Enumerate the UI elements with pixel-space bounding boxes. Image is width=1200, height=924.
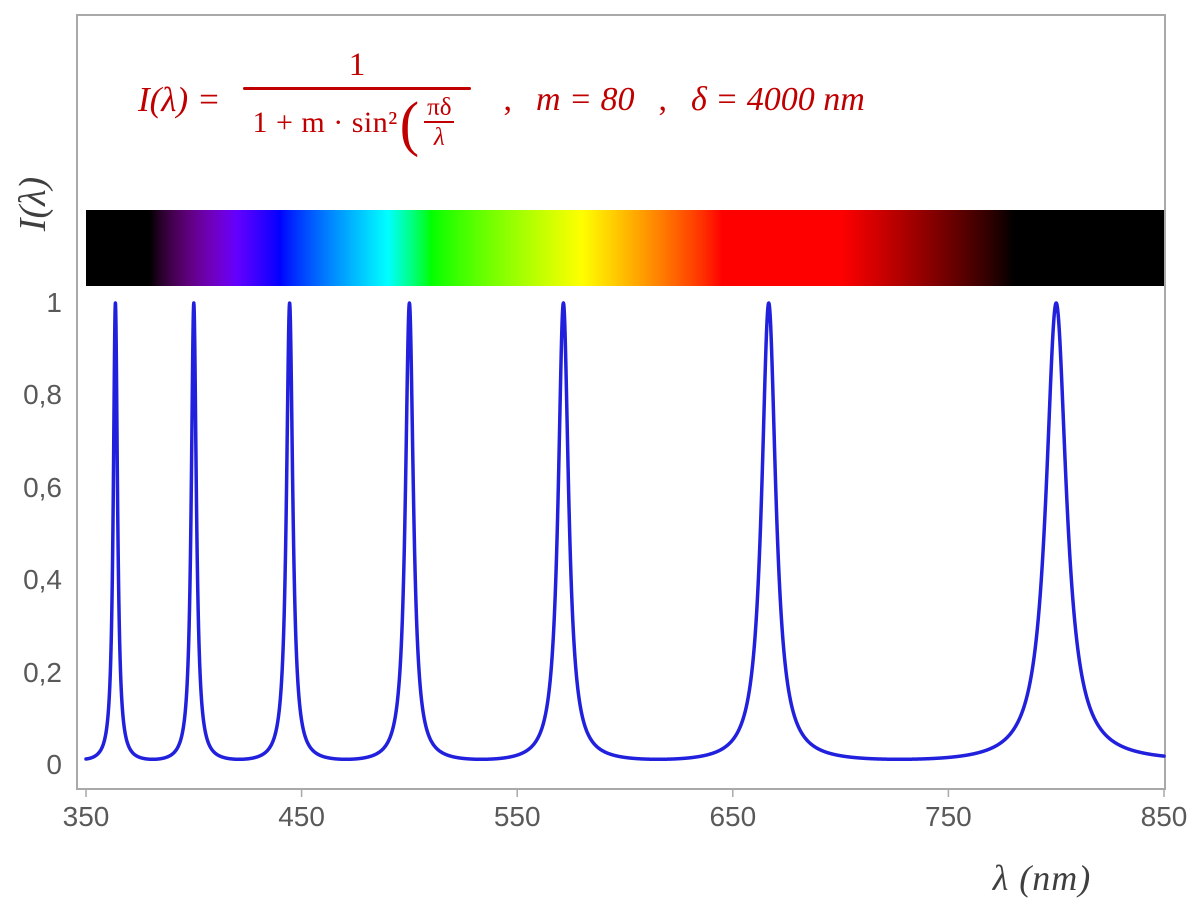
formula-annotation: I(λ) = 1 1 + m · sin² ( πδ λ , m = 80 , … [138, 32, 865, 168]
plot-frame [76, 14, 1166, 790]
x-axis-title: λ (nm) [992, 858, 1092, 898]
fraction-denominator: 1 + m · sin² ( πδ λ [243, 89, 472, 158]
formula-comma-1: , [503, 81, 512, 118]
formula-comma-2: , [658, 81, 667, 118]
formula-param-delta: δ = 4000 nm [690, 81, 865, 118]
visible-spectrum-bar [86, 210, 1164, 286]
y-axis-title: I(λ) [12, 176, 54, 232]
x-axis-tick-marks [85, 789, 1165, 797]
denominator-text: 1 + m · sin² [252, 106, 398, 140]
inner-fraction: πδ λ [424, 93, 455, 153]
inner-fraction-numerator: πδ [427, 93, 452, 121]
inner-fraction-bar [424, 121, 455, 124]
formula-fraction: 1 1 + m · sin² ( πδ λ [242, 46, 472, 158]
fraction-numerator: 1 [348, 46, 366, 83]
formula-lhs: I(λ) = [138, 80, 221, 119]
intensity-curve [84, 301, 1166, 762]
formula-param-m: m = 80 [535, 81, 635, 118]
inner-fraction-denominator: λ [433, 124, 445, 152]
fraction-bar [242, 86, 472, 90]
paren-open: ( [399, 89, 420, 158]
